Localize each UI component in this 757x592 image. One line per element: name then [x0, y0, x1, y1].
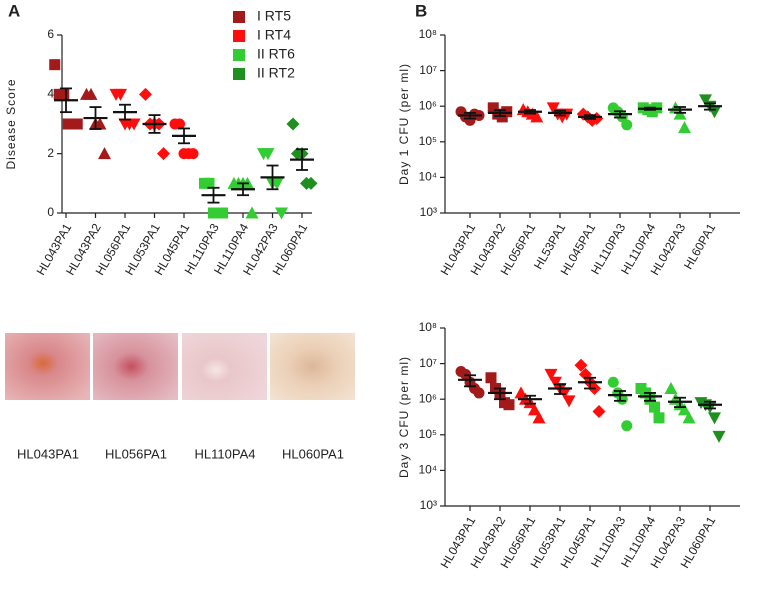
- y-axis-label: Day 3 CFU (per ml): [397, 356, 411, 478]
- y-tick-label: 10⁶: [419, 98, 437, 112]
- point: [621, 119, 633, 131]
- point: [653, 412, 665, 424]
- point: [621, 420, 633, 432]
- photo: [5, 333, 90, 400]
- point: [574, 358, 588, 372]
- panel-label: B: [415, 1, 427, 20]
- y-tick-label: 10³: [420, 205, 437, 219]
- photo: [270, 333, 355, 400]
- y-axis-label: Day 1 CFU (per ml): [397, 63, 411, 185]
- point: [473, 387, 485, 399]
- y-tick-label: 10⁶: [419, 391, 437, 405]
- photo-caption: HL043PA1: [17, 446, 79, 461]
- point: [98, 147, 111, 160]
- point: [217, 207, 228, 219]
- point: [93, 117, 107, 130]
- point: [503, 399, 515, 411]
- point: [275, 207, 288, 220]
- y-tick-label: 10⁷: [419, 356, 437, 370]
- y-tick-label: 10⁷: [419, 63, 437, 77]
- point: [592, 405, 606, 419]
- y-tick-label: 10³: [420, 498, 437, 512]
- point: [562, 395, 576, 408]
- legend-swatch: [233, 11, 245, 23]
- point: [708, 412, 721, 425]
- point: [664, 381, 678, 394]
- point: [139, 87, 152, 101]
- y-tick-label: 2: [47, 146, 54, 160]
- point: [546, 102, 560, 115]
- point: [528, 403, 541, 416]
- point: [71, 118, 83, 130]
- legend-label: I RT4: [257, 27, 291, 43]
- point: [127, 118, 141, 131]
- point: [549, 376, 562, 389]
- legend-label: II RT2: [257, 65, 295, 81]
- point: [678, 403, 691, 416]
- point: [501, 106, 513, 118]
- point: [49, 59, 61, 71]
- point: [699, 94, 712, 107]
- point: [560, 108, 574, 121]
- point: [607, 376, 619, 388]
- photo-caption: HL056PA1: [105, 446, 167, 461]
- photo: [93, 333, 178, 400]
- panel-label: A: [8, 1, 20, 20]
- point: [530, 110, 544, 123]
- y-tick-label: 10⁴: [418, 170, 437, 184]
- point: [187, 148, 199, 160]
- legend-swatch: [233, 30, 245, 42]
- y-tick-label: 10⁵: [419, 134, 437, 148]
- y-tick-label: 6: [47, 27, 54, 41]
- point: [261, 148, 275, 161]
- y-axis-label: Disease Score: [4, 78, 18, 169]
- photos: [5, 333, 355, 400]
- photo: [182, 333, 267, 400]
- point: [114, 88, 127, 101]
- point: [712, 430, 726, 443]
- point: [174, 118, 185, 130]
- y-tick-label: 10⁸: [419, 320, 437, 334]
- y-tick-label: 4: [47, 87, 54, 101]
- point: [544, 368, 558, 381]
- y-tick-label: 10⁴: [418, 463, 437, 477]
- photo-caption: HL060PA1: [282, 446, 344, 461]
- point: [678, 121, 691, 134]
- point: [203, 177, 215, 189]
- point: [245, 206, 259, 219]
- point: [649, 401, 660, 413]
- y-tick-label: 0: [47, 205, 54, 219]
- point: [270, 177, 284, 190]
- legend-label: II RT6: [257, 46, 295, 62]
- y-tick-label: 10⁵: [419, 427, 437, 441]
- point: [286, 117, 300, 131]
- y-tick-label: 10⁸: [419, 27, 437, 41]
- legend-swatch: [233, 49, 245, 61]
- point: [485, 372, 497, 384]
- point: [157, 147, 170, 161]
- legend-label: I RT5: [257, 8, 291, 24]
- point: [532, 411, 546, 424]
- photo-caption: HL110PA4: [195, 446, 256, 461]
- point: [84, 87, 98, 100]
- legend-swatch: [233, 68, 245, 80]
- point: [58, 88, 70, 100]
- point: [304, 176, 318, 190]
- point: [682, 411, 696, 424]
